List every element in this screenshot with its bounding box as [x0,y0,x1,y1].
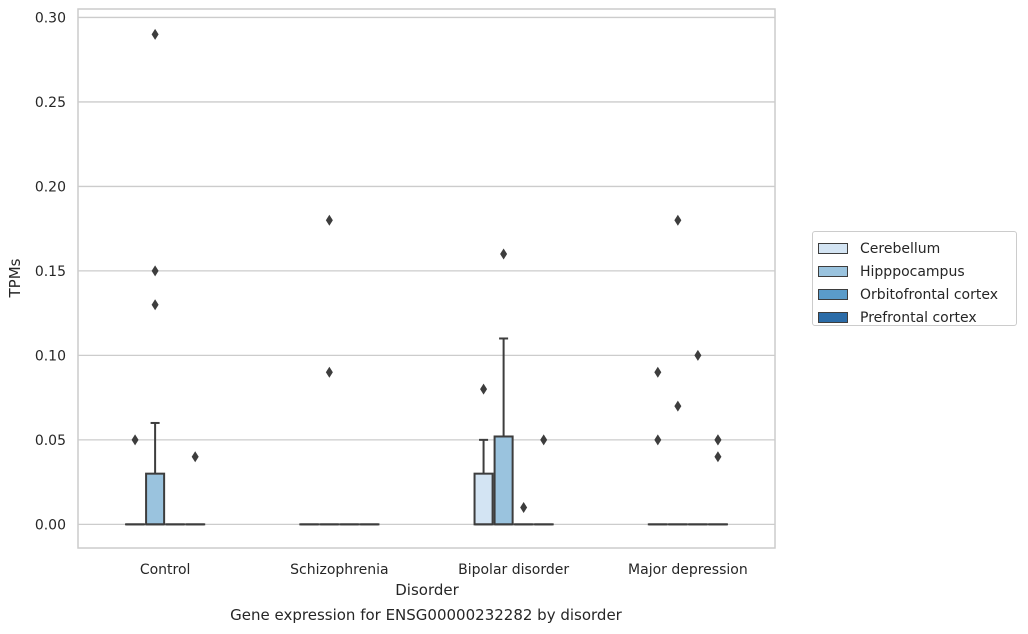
box [493,435,514,526]
x-tick-label: Schizophrenia [290,562,388,578]
legend-item: Prefrontal cortex [818,306,1016,329]
outlier-point [191,451,199,463]
legend-swatch [818,266,848,277]
outlier-point [151,265,159,277]
legend: Cerebellum Hipppocampus Orbitofrontal cort… [812,231,1017,326]
outlier-point [131,434,139,446]
legend-label: Hipppocampus [860,263,965,280]
legend-item: Hipppocampus [818,260,1016,283]
outlier-point [714,451,722,463]
x-tick-label: Control [140,562,191,578]
y-tick-label: 0.25 [35,95,66,111]
outlier-point [694,349,702,361]
legend-label: Cerebellum [860,240,941,257]
y-tick-label: 0.10 [35,348,66,364]
legend-label: Orbitofrontal cortex [860,286,998,303]
y-axis-label: TPMs [6,258,24,298]
outlier-point [151,299,159,311]
y-tick-labels: 0.00 0.05 0.10 0.15 0.20 0.25 0.30 [35,10,66,533]
legend-swatch [818,289,848,300]
outlier-point [674,400,682,412]
y-tick-label: 0.05 [35,433,66,449]
y-tick-label: 0.15 [35,264,66,280]
legend-swatch [818,312,848,323]
grid-lines [78,16,775,525]
y-tick-label: 0.00 [35,517,66,533]
box-plot-marks [125,28,728,526]
x-tick-label: Bipolar disorder [458,562,569,578]
box [473,472,494,526]
outlier-point [151,28,159,40]
outlier-point [540,434,548,446]
outlier-point [654,434,662,446]
plot-frame [77,8,776,549]
y-tick-label: 0.30 [35,10,66,26]
x-axis-label: Disorder [395,581,459,599]
legend-label: Prefrontal cortex [860,309,977,326]
outlier-point [500,248,508,260]
x-tick-label: Major depression [628,562,748,578]
outlier-point [325,214,333,226]
figure-caption: Gene expression for ENSG00000232282 by d… [230,606,622,624]
outlier-point [480,383,488,395]
y-tick-label: 0.20 [35,179,66,195]
legend-item: Cerebellum [818,237,1016,260]
outlier-point [520,501,528,513]
outlier-point [674,214,682,226]
outlier-point [654,366,662,378]
legend-item: Orbitofrontal cortex [818,283,1016,306]
box [145,472,166,526]
legend-swatch [818,243,848,254]
outlier-point [325,366,333,378]
outlier-point [714,434,722,446]
x-tick-labels: Control Schizophrenia Bipolar disorder Majo… [140,562,748,578]
